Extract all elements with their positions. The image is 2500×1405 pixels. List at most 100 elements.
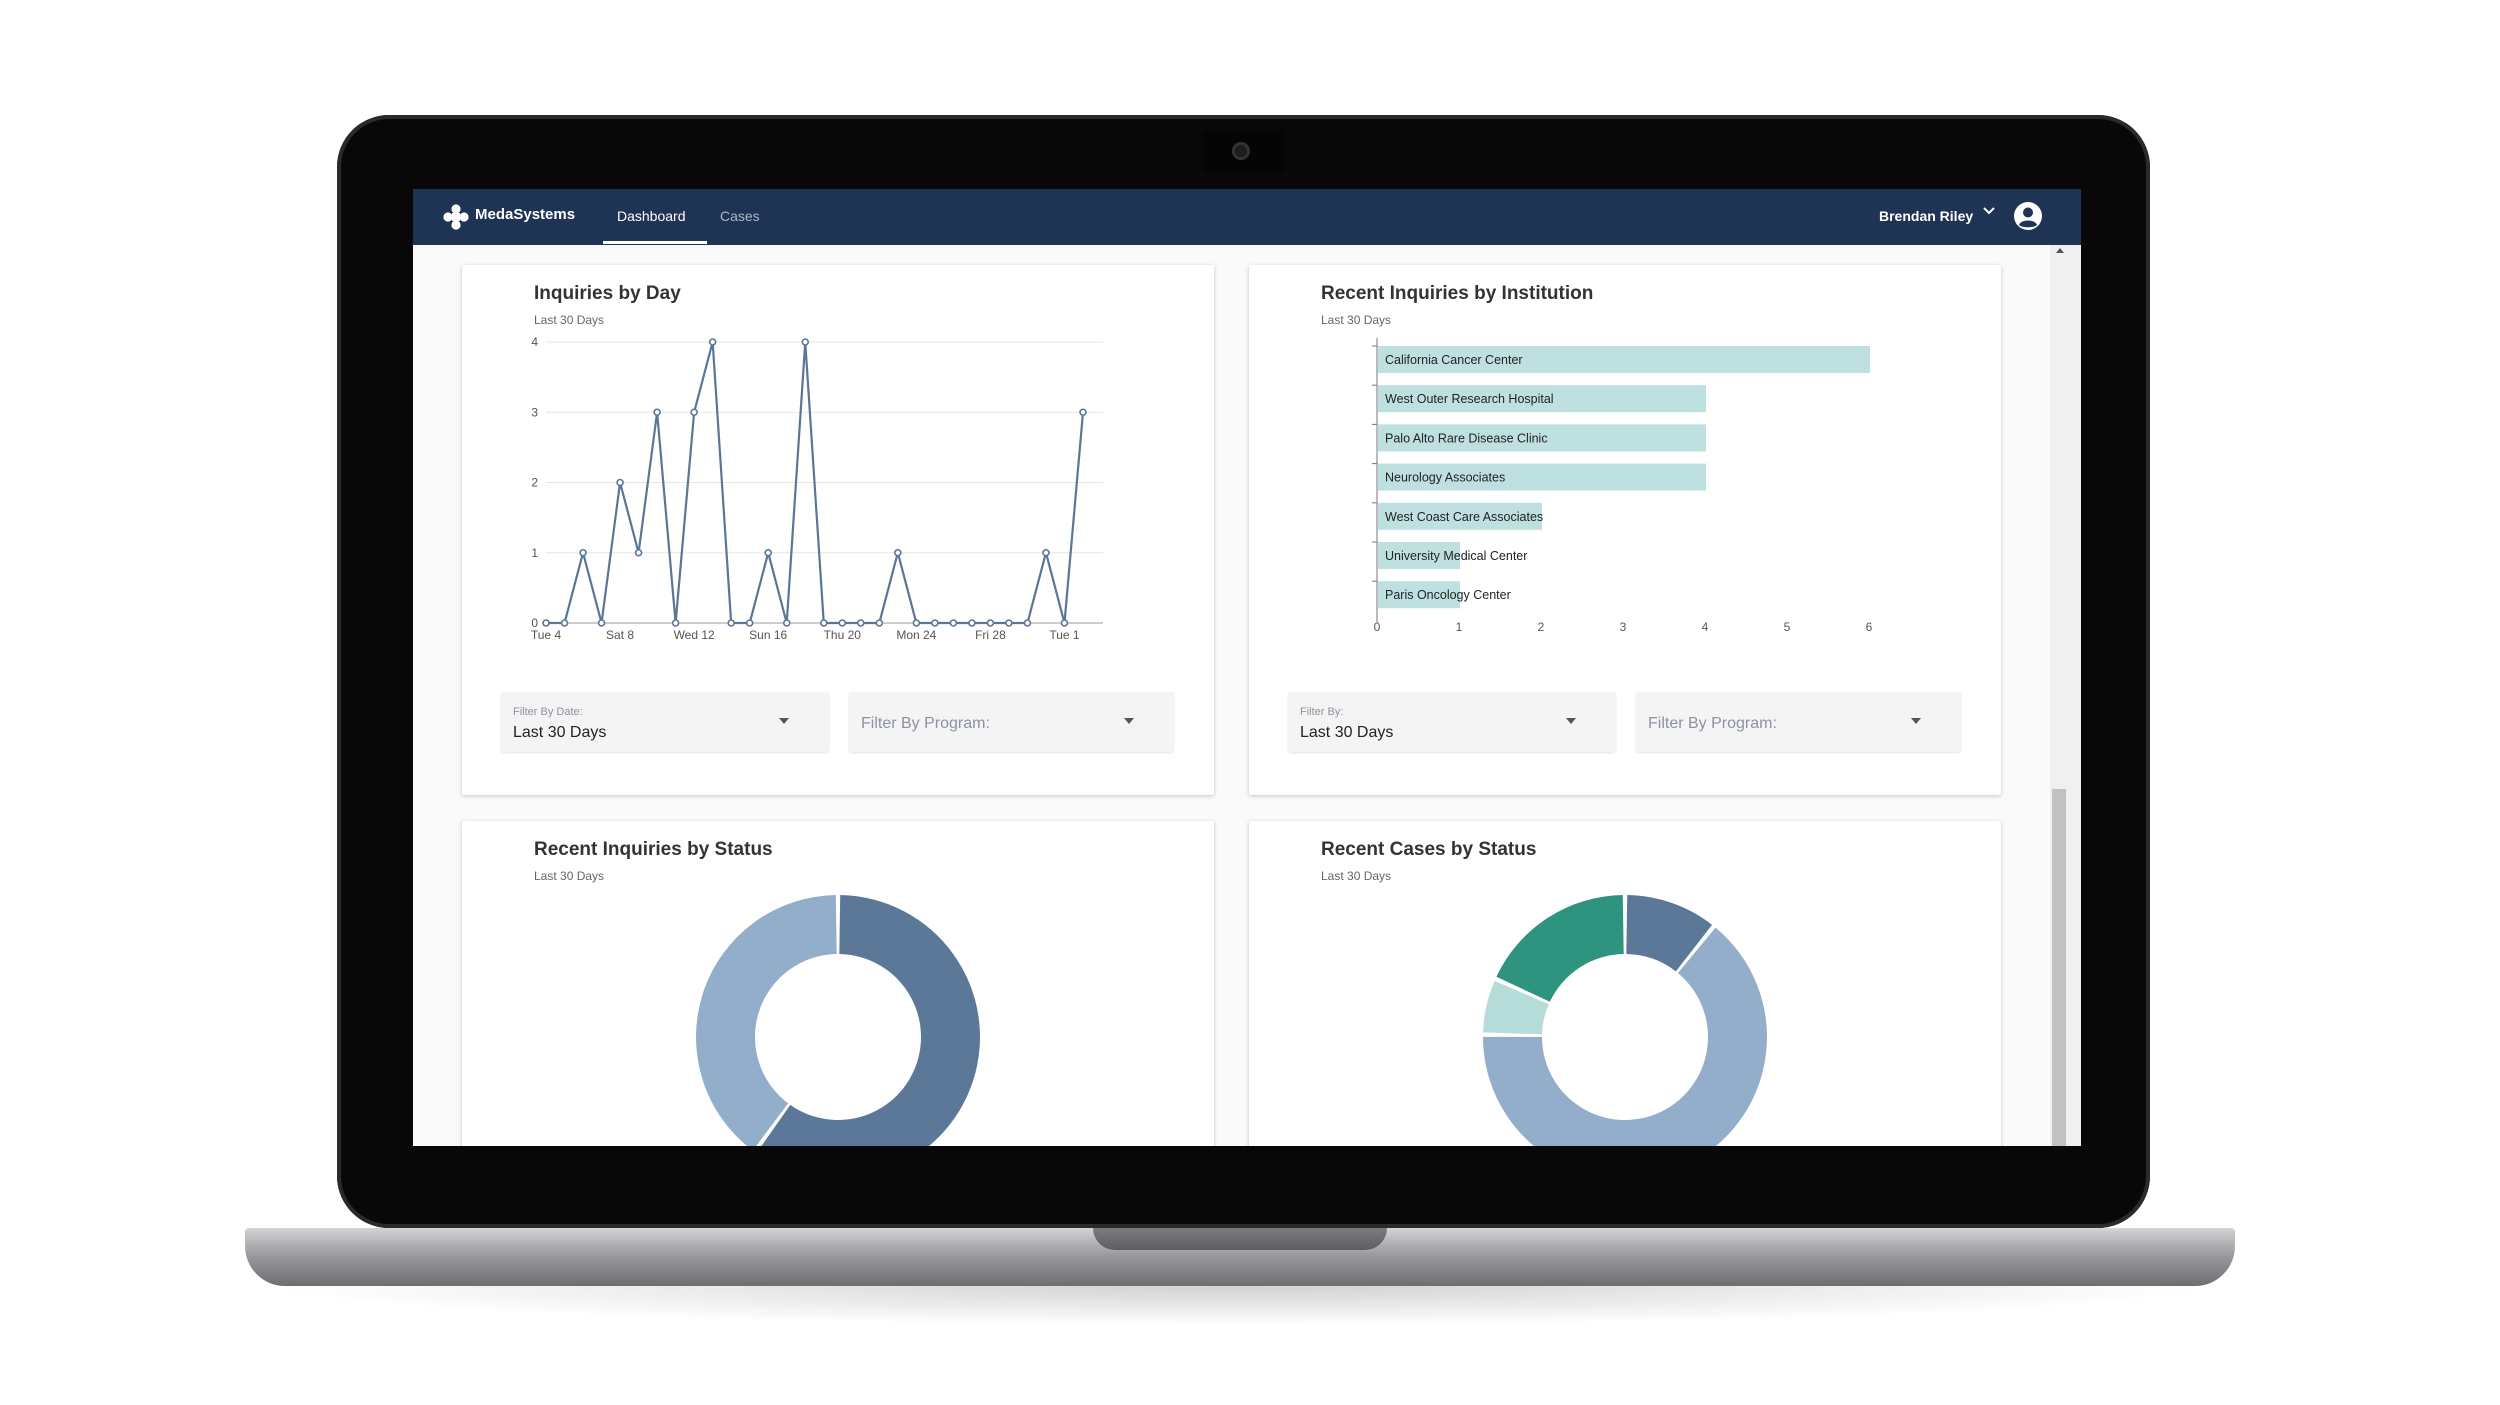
card-title: Recent Inquiries by Status	[534, 839, 773, 860]
donut-slice	[1483, 927, 1767, 1146]
card-subtitle: Last 30 Days	[534, 313, 605, 327]
user-avatar-icon[interactable]	[2013, 201, 2043, 231]
tab-dashboard[interactable]: Dashboard	[617, 208, 686, 224]
scrollbar-thumb[interactable]	[2052, 789, 2066, 1146]
inquiries-status-donut	[696, 895, 980, 1146]
data-point	[1005, 619, 1013, 627]
laptop-shadow	[260, 1286, 2220, 1326]
data-point	[986, 619, 995, 627]
bar	[1378, 424, 1706, 452]
screen: MedaSystems Dashboard Cases Brendan Rile…	[413, 189, 2081, 1146]
bar	[1378, 581, 1460, 609]
bar	[1378, 463, 1706, 491]
data-point	[542, 619, 550, 627]
bar-label: West Coast Care Associates	[1385, 510, 1543, 524]
tab-cases[interactable]: Cases	[720, 208, 760, 224]
card-cases-by-status: Recent Cases by Status Last 30 Days	[1249, 821, 2001, 1146]
donut-slice	[1626, 895, 1713, 972]
y-tick-label: 4	[531, 335, 538, 349]
x-tick-label: Fri 28	[975, 628, 1006, 642]
y-tick-label: 1	[531, 546, 538, 560]
y-tick-label: 3	[531, 405, 538, 419]
x-tick-label: Sun 16	[749, 628, 787, 642]
bar-label: Neurology Associates	[1385, 471, 1505, 485]
y-tick-label: 2	[531, 476, 538, 490]
data-point	[1079, 408, 1087, 417]
donut-slice	[1496, 895, 1624, 1002]
data-point	[764, 548, 773, 557]
webcam-icon	[1232, 142, 1250, 160]
data-point	[801, 338, 810, 346]
filter-program-select[interactable]: Filter By Program:	[1636, 692, 1961, 752]
bar-label: California Cancer Center	[1385, 353, 1523, 367]
data-point	[597, 619, 606, 627]
dropdown-caret-icon	[1124, 718, 1134, 724]
card-subtitle: Last 30 Days	[1321, 313, 1392, 327]
data-point	[708, 338, 717, 346]
institution-bar-chart: California Cancer Center West Outer Resea…	[1372, 338, 1873, 634]
filter-program-select[interactable]: Filter By Program:	[849, 692, 1174, 752]
donut-slice	[1483, 980, 1549, 1035]
card-title: Recent Inquiries by Institution	[1321, 283, 1594, 304]
data-point	[968, 619, 976, 627]
y-tick-label: 0	[531, 616, 538, 630]
data-point	[894, 548, 902, 557]
data-point	[1060, 619, 1069, 627]
bar	[1378, 346, 1870, 373]
cases-status-donut	[1483, 895, 1767, 1146]
data-point	[616, 478, 624, 487]
card-title: Recent Cases by Status	[1321, 839, 1537, 860]
x-tick-label: Tue 1	[1049, 628, 1080, 642]
data-point	[838, 619, 847, 627]
data-point	[579, 548, 587, 557]
dropdown-caret-icon	[1911, 718, 1921, 724]
card-inquiries-by-day: Inquiries by Day Last 30 Days 0 1 2 3 4 Tue 4…	[462, 265, 1214, 795]
data-point	[671, 619, 680, 627]
x-tick-label: 0	[1374, 620, 1381, 634]
bar-label: West Outer Research Hospital	[1385, 392, 1554, 406]
bar	[1378, 502, 1542, 530]
bar-label: University Medical Center	[1385, 549, 1527, 563]
filter-date-select[interactable]: Filter By Date: Last 30 Days	[501, 692, 829, 752]
filter-program-placeholder: Filter By Program:	[1648, 715, 1777, 732]
data-point	[653, 408, 661, 417]
filter-by-label: Filter By:	[1300, 706, 1344, 718]
chevron-down-icon[interactable]	[1981, 203, 1997, 219]
filter-date-value: Last 30 Days	[513, 724, 607, 741]
data-point	[856, 619, 865, 627]
x-tick-label: 2	[1538, 620, 1545, 634]
medasystems-logo-icon	[443, 204, 469, 230]
bar	[1378, 542, 1460, 569]
donut-slice	[696, 895, 837, 1146]
inquiries-line-chart: 0 1 2 3 4 Tue 4 Sat 8 Wed 12 Sun 16 Thu 20 Mon 24 F…	[531, 335, 1103, 642]
data-point	[634, 548, 643, 557]
data-point	[819, 619, 828, 627]
filter-program-placeholder: Filter By Program:	[861, 715, 990, 732]
laptop-notch	[1093, 1228, 1387, 1250]
x-tick-label: 6	[1866, 620, 1873, 634]
x-tick-label: 1	[1456, 620, 1463, 634]
dropdown-caret-icon	[779, 718, 789, 724]
bar-label: Palo Alto Rare Disease Clinic	[1385, 431, 1548, 445]
scroll-up-arrow-icon[interactable]	[2056, 248, 2064, 253]
x-tick-label: Wed 12	[674, 628, 715, 642]
filter-date-label: Filter By Date:	[513, 706, 583, 718]
data-point	[875, 619, 884, 627]
card-title: Inquiries by Day	[534, 283, 681, 304]
card-inquiries-by-status: Recent Inquiries by Status Last 30 Days	[462, 821, 1214, 1146]
data-point	[1023, 619, 1032, 627]
brand-name[interactable]: MedaSystems	[475, 206, 576, 223]
filter-by-select[interactable]: Filter By: Last 30 Days	[1288, 692, 1616, 752]
user-menu-name[interactable]: Brendan Riley	[1879, 208, 1974, 224]
donut-slice	[761, 895, 980, 1146]
bar-label: Paris Oncology Center	[1385, 588, 1511, 602]
data-point	[912, 619, 921, 627]
data-point	[727, 619, 735, 627]
top-nav: MedaSystems Dashboard Cases Brendan Rile…	[413, 189, 2081, 245]
data-point	[949, 619, 958, 627]
card-subtitle: Last 30 Days	[1321, 869, 1392, 883]
dropdown-caret-icon	[1566, 718, 1576, 724]
x-tick-label: 3	[1620, 620, 1627, 634]
data-point	[690, 408, 698, 417]
x-tick-label: 5	[1784, 620, 1791, 634]
